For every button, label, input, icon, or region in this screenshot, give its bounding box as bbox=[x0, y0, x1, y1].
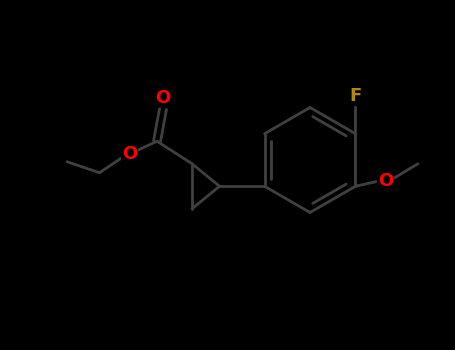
Text: F: F bbox=[349, 87, 362, 105]
Text: O: O bbox=[156, 89, 171, 107]
Text: O: O bbox=[378, 172, 393, 190]
Text: O: O bbox=[122, 145, 137, 163]
